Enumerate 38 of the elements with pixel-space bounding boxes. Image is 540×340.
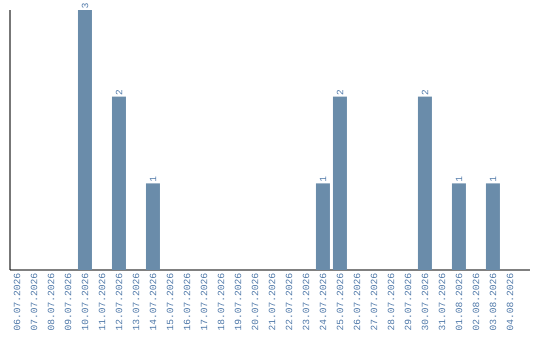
x-tick-label: 02.08.2026 xyxy=(472,274,480,330)
x-tick-label: 03.08.2026 xyxy=(490,274,496,330)
x-tick-label: 20.07.2026 xyxy=(252,274,258,330)
x-tick-label: 08.07.2026 xyxy=(48,274,54,330)
data-label: 1 xyxy=(456,176,462,182)
x-tick-label: 21.07.2026 xyxy=(268,274,276,330)
x-tick-label: 31.07.2026 xyxy=(438,274,446,330)
x-tick-label: 06.07.2026 xyxy=(14,274,20,330)
x-tick-label: 22.07.2026 xyxy=(286,274,292,330)
data-label: 1 xyxy=(150,176,156,182)
data-label: 3 xyxy=(82,3,88,8)
x-tick-label: 24.07.2026 xyxy=(320,274,326,330)
x-tick-label: 26.07.2026 xyxy=(354,274,360,330)
data-label: 2 xyxy=(116,90,122,94)
x-tick-label: 14.07.2026 xyxy=(150,274,156,330)
x-tick-label: 09.07.2026 xyxy=(64,274,72,330)
x-tick-label: 16.07.2026 xyxy=(184,274,190,330)
data-label: 2 xyxy=(336,90,344,94)
x-tick-label: 01.08.2026 xyxy=(456,274,462,330)
data-label: 1 xyxy=(490,176,496,182)
data-label: 2 xyxy=(422,90,428,94)
x-tick-label: 23.07.2026 xyxy=(302,274,310,330)
x-tick-label: 29.07.2026 xyxy=(404,274,412,330)
data-label: 1 xyxy=(320,176,326,182)
x-tick-label: 18.07.2026 xyxy=(218,274,224,330)
x-tick-label: 04.08.2026 xyxy=(506,274,514,330)
x-tick-label: 30.07.2026 xyxy=(422,274,428,330)
x-tick-label: 11.07.2026 xyxy=(98,274,106,330)
x-tick-label: 25.07.2026 xyxy=(336,274,344,330)
x-tick-label: 28.07.2026 xyxy=(388,274,394,330)
x-tick-label: 15.07.2026 xyxy=(166,274,174,330)
x-tick-label: 19.07.2026 xyxy=(234,274,242,330)
x-tick-label: 12.07.2026 xyxy=(116,274,122,330)
x-tick-label: 07.07.2026 xyxy=(30,274,38,330)
x-tick-label: 27.07.2026 xyxy=(370,274,378,330)
x-tick-label: 17.07.2026 xyxy=(200,274,208,330)
x-tick-label: 13.07.2026 xyxy=(132,274,140,330)
x-tick-label: 10.07.2026 xyxy=(82,274,88,330)
